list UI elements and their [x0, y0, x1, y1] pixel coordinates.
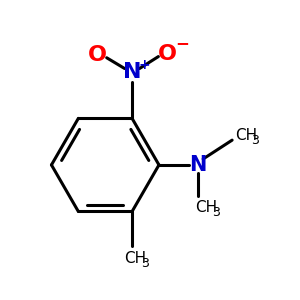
Text: 3: 3 — [141, 257, 149, 270]
Text: −: − — [175, 34, 189, 52]
Text: O: O — [88, 45, 107, 65]
Text: CH: CH — [124, 251, 147, 266]
Text: CH: CH — [195, 200, 218, 215]
Text: 3: 3 — [212, 206, 220, 219]
Text: O: O — [158, 44, 177, 64]
Text: +: + — [138, 58, 150, 72]
Text: N: N — [123, 62, 141, 82]
Text: CH: CH — [235, 128, 257, 142]
Text: 3: 3 — [251, 134, 260, 147]
Text: N: N — [189, 155, 206, 175]
